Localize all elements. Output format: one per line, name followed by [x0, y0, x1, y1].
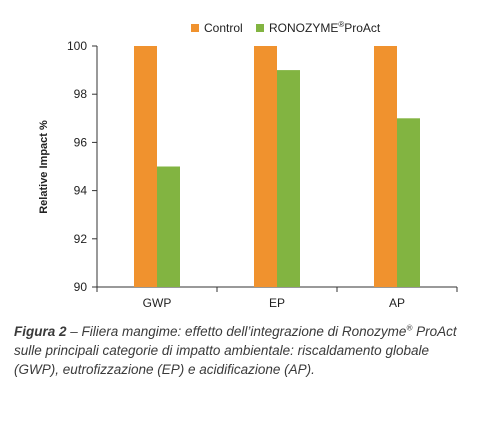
- legend-label-2: RONOZYME®ProAct: [269, 20, 381, 35]
- bar-ep-series-2: [277, 70, 300, 287]
- bar-ap-series-1: [374, 46, 397, 287]
- caption-text-1: Filiera mangime: effetto dell’integrazio…: [81, 324, 407, 339]
- bar-gwp-series-2: [157, 166, 180, 287]
- bar-gwp-series-1: [134, 46, 157, 287]
- y-axis: 90 92 94 96 98 100: [67, 39, 98, 294]
- y-tick-label: 92: [74, 232, 88, 246]
- bar-ap-series-2: [397, 118, 420, 287]
- y-axis-title: Relative Impact %: [38, 120, 50, 214]
- figure-caption: Figura 2 – Filiera mangime: effetto dell…: [14, 322, 474, 379]
- legend-swatch-1: [191, 24, 199, 32]
- legend-label-1: Control: [204, 21, 243, 35]
- x-axis: GWP EP AP: [96, 286, 458, 310]
- bar-ep-series-1: [254, 46, 277, 287]
- y-tick-label: 96: [74, 135, 88, 149]
- y-tick-label: 100: [67, 39, 87, 53]
- bars: [134, 46, 420, 287]
- chart: Control RONOZYME®ProAct 90 92 94 96 98 100 GWP…: [38, 20, 458, 310]
- caption-registered-mark: ®: [406, 323, 413, 333]
- y-tick-label: 90: [74, 280, 88, 294]
- x-tick-label: EP: [269, 296, 285, 310]
- y-tick-label: 94: [74, 184, 88, 198]
- legend: Control RONOZYME®ProAct: [191, 20, 381, 35]
- caption-dash: –: [66, 324, 82, 339]
- caption-text-2: ProAct sulle principali categorie di imp…: [14, 324, 457, 377]
- x-tick-label: AP: [389, 296, 405, 310]
- y-tick-label: 98: [74, 87, 88, 101]
- x-tick-label: GWP: [143, 296, 172, 310]
- caption-label: Figura 2: [14, 324, 67, 339]
- legend-swatch-2: [256, 24, 264, 32]
